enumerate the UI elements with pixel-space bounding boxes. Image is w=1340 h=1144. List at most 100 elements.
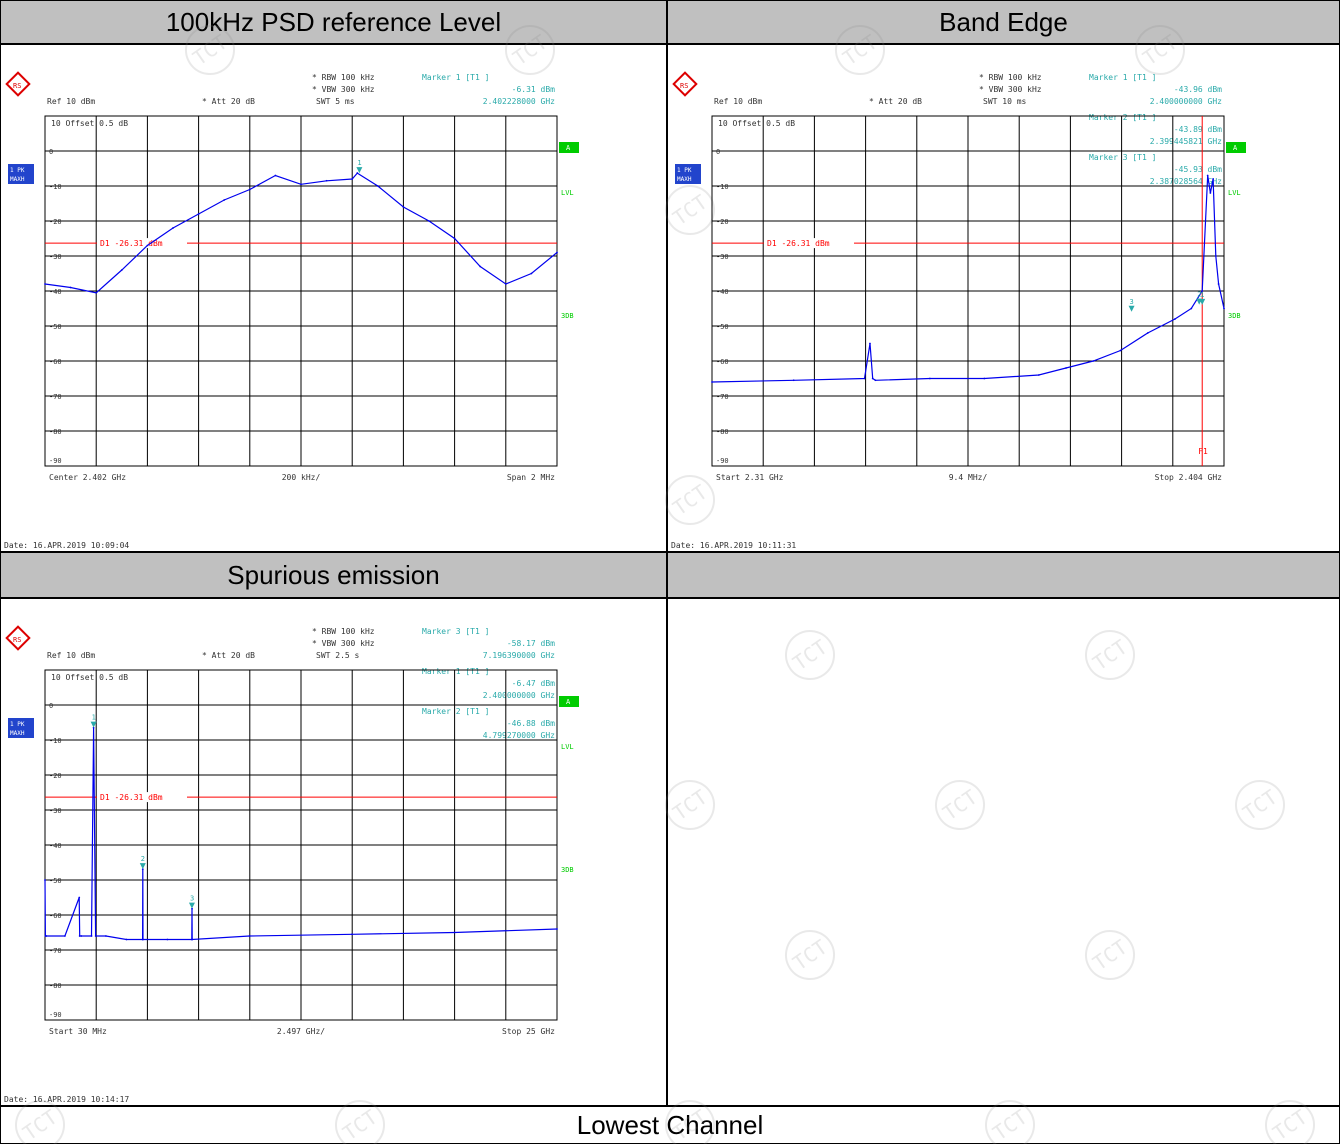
c0-marker-readout-2: 2.402228000 GHz [483,97,555,106]
c1-trace-point [1223,307,1225,310]
c2-trace-point [94,935,97,937]
c2-marker-readout-5: 2.400000000 GHz [483,691,555,700]
c0-y-tick-label: -70 [49,393,62,401]
c2-limit-label: D1 -26.31 dBm [100,793,163,802]
c1-trace-point [1214,255,1217,257]
c2-trace-point [166,938,169,941]
c2-trace-badge [8,718,34,738]
c0-trace-point [172,227,174,229]
c0-y-tick-label: -80 [49,428,62,436]
c2-marker-readout-1: -58.17 dBm [507,639,555,648]
c2-trace-point [191,907,193,910]
c2-y-tick-label: -70 [49,947,62,955]
c2-y-tick-label: -50 [49,877,62,885]
c2-limit-label-bg [97,792,187,803]
c1-marker-readout-4: -43.89 dBm [1174,125,1222,134]
c2-y-tick-label: -60 [49,912,62,920]
c1-trace-point [1190,307,1193,310]
c2-marker-label-1: 1 [92,714,96,722]
c1-trace-point [928,377,931,380]
c1-freq-line-label: F1 [1198,447,1208,456]
c1-offset-label: 10 Offset 0.5 dB [718,119,795,128]
c0-trace-point [44,283,46,285]
c0-rs-logo-box [5,71,31,97]
c0-y-tick-label: -30 [49,253,62,261]
c0-trace-point [274,174,277,177]
footer-channel: Lowest Channel [0,1106,1340,1144]
c0-y-tick-label: -40 [49,288,62,296]
c1-marker-readout-7: -45.93 dBm [1174,165,1222,174]
c1-trace-point [1201,290,1204,292]
c1-x-stop-label: Stop 2.404 GHz [1155,473,1223,482]
c0-trace-point [479,265,482,268]
c2-side-lvl: LVL [561,743,574,751]
c2-trace-point [556,928,558,930]
c0-trace-point [530,272,533,275]
c0-marker-readout-0: Marker 1 [T1 ] [422,73,489,82]
chart-psd: RS * RBW 100 kHz * VBW 300 kHz SWT 5 ms Ref … [4,71,579,550]
c0-trace-badge [8,164,34,184]
c2-offset-label: 10 Offset 0.5 dB [51,673,128,682]
c1-marker-readout-5: 2.399445821 GHz [1150,137,1222,146]
c0-trace-point [300,183,302,186]
c1-marker-readout-6: Marker 3 [T1 ] [1089,153,1156,162]
c0-trace-point [146,244,149,247]
c1-swt-label: SWT 10 ms [983,97,1027,106]
c1-y-tick-label: -70 [716,393,729,401]
c2-y-tick-label: -10 [49,737,62,745]
c0-trace-point [356,172,359,174]
c1-marker-readout-1: -43.96 dBm [1174,85,1222,94]
c0-trace-point [325,179,328,182]
c0-date-stamp: Date: 16.APR.2019 10:09:04 [4,541,129,550]
c0-trace-point [376,185,379,187]
c1-rs-logo-letters: RS [680,82,688,90]
c1-y-tick-label: -90 [716,457,729,465]
c2-rbw-label: * RBW 100 kHz [312,627,375,636]
c2-trace-point [90,935,93,937]
c0-y-tick-label: 0 [49,148,53,156]
c2-rs-logo-letters: RS [13,636,21,644]
c1-trace-point [711,381,713,383]
c1-vbw-label: * VBW 300 kHz [979,85,1042,94]
c2-date-stamp: Date: 16.APR.2019 10:14:17 [4,1095,129,1104]
cell-empty [667,598,1340,1106]
c0-x-stop-label: Span 2 MHz [507,473,555,482]
c2-marker-label-3: 3 [190,895,194,903]
c0-rs-logo-letters: RS [13,82,21,90]
c2-trace-point [44,879,46,881]
header-spurious: Spurious emission [0,552,667,598]
c1-marker-label-1: 1 [1200,291,1204,299]
c1-trace-point [792,379,795,382]
c1-trace-point [1212,178,1215,180]
c2-trace-point [80,935,83,937]
c2-marker-readout-6: Marker 2 [T1 ] [422,707,489,716]
c2-side-3db: 3DB [561,866,574,874]
cell-psd [0,44,667,552]
c1-y-tick-label: -20 [716,218,729,226]
c0-marker-1 [356,167,363,174]
c1-side-3db: 3DB [1228,312,1241,320]
c2-trace-point [351,933,353,936]
c1-limit-label-bg [764,238,854,249]
c0-badge-maxh: MAXH [10,176,25,183]
c1-side-a: A [1233,144,1238,152]
c1-trace-badge [675,164,701,184]
c1-ref-label: Ref 10 dBm [714,97,762,106]
c1-side-a-box [1226,142,1246,153]
c1-att-label: * Att 20 dB [869,97,922,106]
c1-y-tick-label: -40 [716,288,729,296]
c1-trace-point [874,379,877,382]
c1-y-tick-label: -10 [716,183,729,191]
c2-marker-readout-2: 7.196390000 GHz [483,651,555,660]
c2-vbw-label: * VBW 300 kHz [312,639,375,648]
chart-band-edge: RS * RBW 100 kHz * VBW 300 kHz SWT 10 ms Ref… [671,71,1246,550]
c2-trace-point [191,938,194,941]
c0-x-start-label: Center 2.402 GHz [49,473,126,482]
c0-limit-label-bg [97,238,187,249]
c0-side-lvl: LVL [561,189,574,197]
c0-x-div-label: 200 kHz/ [282,473,321,482]
c1-y-tick-label: -30 [716,253,729,261]
c2-marker-readout-4: -6.47 dBm [512,679,556,688]
c1-date-stamp: Date: 16.APR.2019 10:11:31 [671,541,796,550]
header-psd: 100kHz PSD reference Level [0,0,667,44]
